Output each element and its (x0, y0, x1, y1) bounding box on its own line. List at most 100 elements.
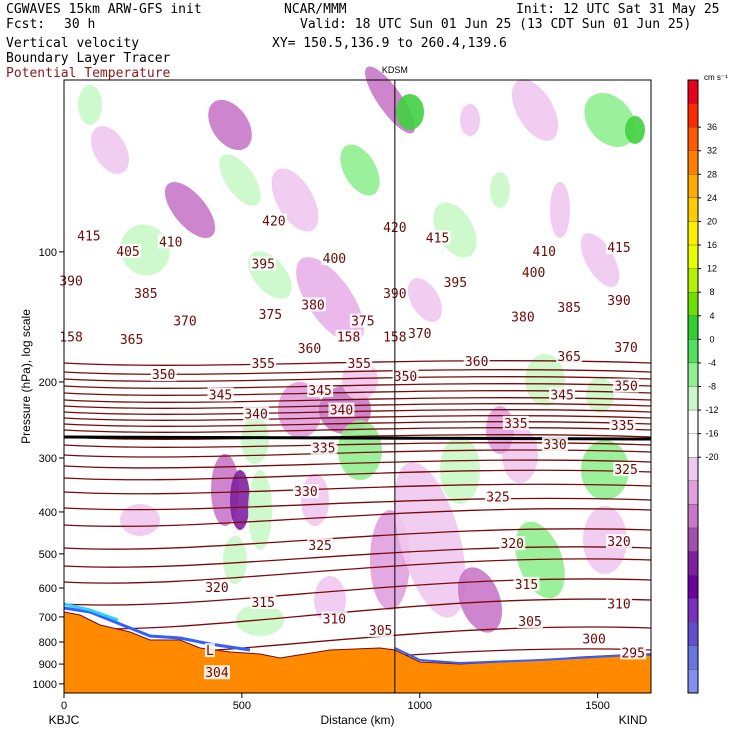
contour-label: 158 (59, 331, 82, 346)
contour-label-bg (499, 536, 526, 551)
colorbar-tick-label: -20 (705, 452, 718, 462)
contour-label: 360 (465, 355, 488, 370)
colorbar-swatch (687, 598, 699, 623)
contour-label: 385 (134, 287, 157, 302)
colorbar-swatch (687, 622, 699, 646)
colorbar-swatch (687, 150, 699, 175)
contour-label-bg (250, 356, 277, 371)
contour-label-bg (346, 356, 373, 371)
contour-label: 335 (312, 441, 335, 456)
velocity-blob (490, 172, 510, 208)
contour-label: 345 (550, 388, 573, 403)
x-tick-label: 500 (233, 700, 251, 712)
contour-label: 340 (244, 408, 267, 423)
colorbar-swatch (687, 574, 699, 599)
contour-label: 305 (518, 615, 541, 630)
velocity-blob (223, 536, 247, 584)
velocity-blob (230, 470, 250, 530)
colorbar-tick-label: -12 (705, 405, 718, 415)
contour-label-bg (150, 367, 177, 382)
xy-coordinates: XY= 150.5,136.9 to 260.4,139.6 (272, 36, 507, 51)
velocity-blob (241, 416, 269, 464)
y-tick-label: 300 (39, 453, 57, 465)
contour-label: 405 (116, 245, 139, 260)
colorbar-swatch (687, 244, 699, 269)
contour-label-bg (424, 230, 451, 245)
contour-label-bg (581, 631, 608, 646)
contour-label: 335 (611, 419, 634, 434)
contour-label: 410 (533, 245, 556, 260)
velocity-blob (91, 126, 129, 174)
contour-label: 415 (426, 231, 449, 246)
contour-label-bg (250, 256, 277, 271)
contour-label-bg (335, 329, 362, 344)
boundary-layer-tracer-edge (63, 602, 119, 622)
contour-label: 320 (607, 535, 630, 550)
velocity-blob (584, 93, 636, 147)
x-tick-label: 0 (61, 700, 67, 712)
contour-label-bg (307, 383, 334, 398)
colorbar-tick-label: -4 (708, 358, 716, 368)
contour-label-bg (132, 285, 159, 300)
velocity-blob (586, 377, 614, 413)
contour-label: 395 (444, 276, 467, 291)
contour-label: 395 (251, 258, 274, 273)
y-tick-label: 400 (39, 507, 57, 519)
colorbar-swatch (687, 292, 699, 316)
contour-label: 325 (486, 490, 509, 505)
contour-label-bg (605, 596, 632, 611)
init-time: Init: 12 UTC Sat 31 May 25 (516, 2, 720, 17)
contour-label: 415 (77, 229, 100, 244)
colorbar-swatch (687, 669, 699, 694)
boundary-layer-tracer-edge (394, 647, 652, 665)
contour-label-bg (485, 489, 512, 504)
contour-label-bg (392, 369, 419, 384)
velocity-blob (340, 144, 380, 196)
colorbar-swatch (687, 457, 699, 481)
velocity-blob (296, 257, 364, 343)
contour-label-bg (367, 623, 394, 638)
contour-label: 360 (298, 342, 321, 357)
contour-label-bg (463, 354, 490, 369)
colorbar-swatch (687, 221, 699, 246)
contour-label: 410 (159, 235, 182, 250)
contour-label-bg (556, 348, 583, 363)
contour-label: 315 (515, 578, 538, 593)
velocity-blob (120, 224, 170, 276)
field-label-boundary-layer-tracer: Boundary Layer Tracer (6, 51, 171, 66)
colorbar-tick-label: 0 (709, 334, 714, 344)
contour-label: 370 (614, 341, 637, 356)
contour-label-bg (207, 387, 234, 402)
x-axis-label: Distance (km) (320, 713, 394, 727)
contour-label-bg (613, 340, 640, 355)
y-tick-label: 200 (39, 377, 57, 389)
contour-label-bg (556, 300, 583, 315)
contour-label: 380 (511, 311, 534, 326)
contour-label: 320 (501, 537, 524, 552)
colorbar-tick-label: 20 (707, 216, 717, 226)
velocity-blob (625, 116, 645, 144)
colorbar-swatch (687, 103, 699, 128)
y-tick-label: 800 (39, 637, 57, 649)
contour-label: 400 (323, 252, 346, 267)
contour-label: 325 (614, 463, 637, 478)
velocity-blob (440, 436, 480, 504)
colorbar-swatch (687, 268, 699, 293)
contour-label: 295 (621, 646, 644, 661)
isentrope-line (63, 578, 652, 606)
contour-label-bg (513, 576, 540, 591)
y-tick-label: 600 (39, 583, 57, 595)
contour-label-bg (58, 329, 85, 344)
contour-label: 325 (308, 539, 331, 554)
contour-label-bg (349, 313, 376, 328)
contour-label-bg (257, 307, 284, 322)
isentrope-line (63, 376, 652, 382)
isentrope-line (63, 369, 652, 375)
contour-label: 345 (209, 388, 232, 403)
contour-label: 370 (173, 315, 196, 330)
isentrope-line (63, 546, 652, 568)
contour-label: 365 (120, 333, 143, 348)
contour-label: 380 (301, 298, 324, 313)
contour-label: 400 (522, 266, 545, 281)
